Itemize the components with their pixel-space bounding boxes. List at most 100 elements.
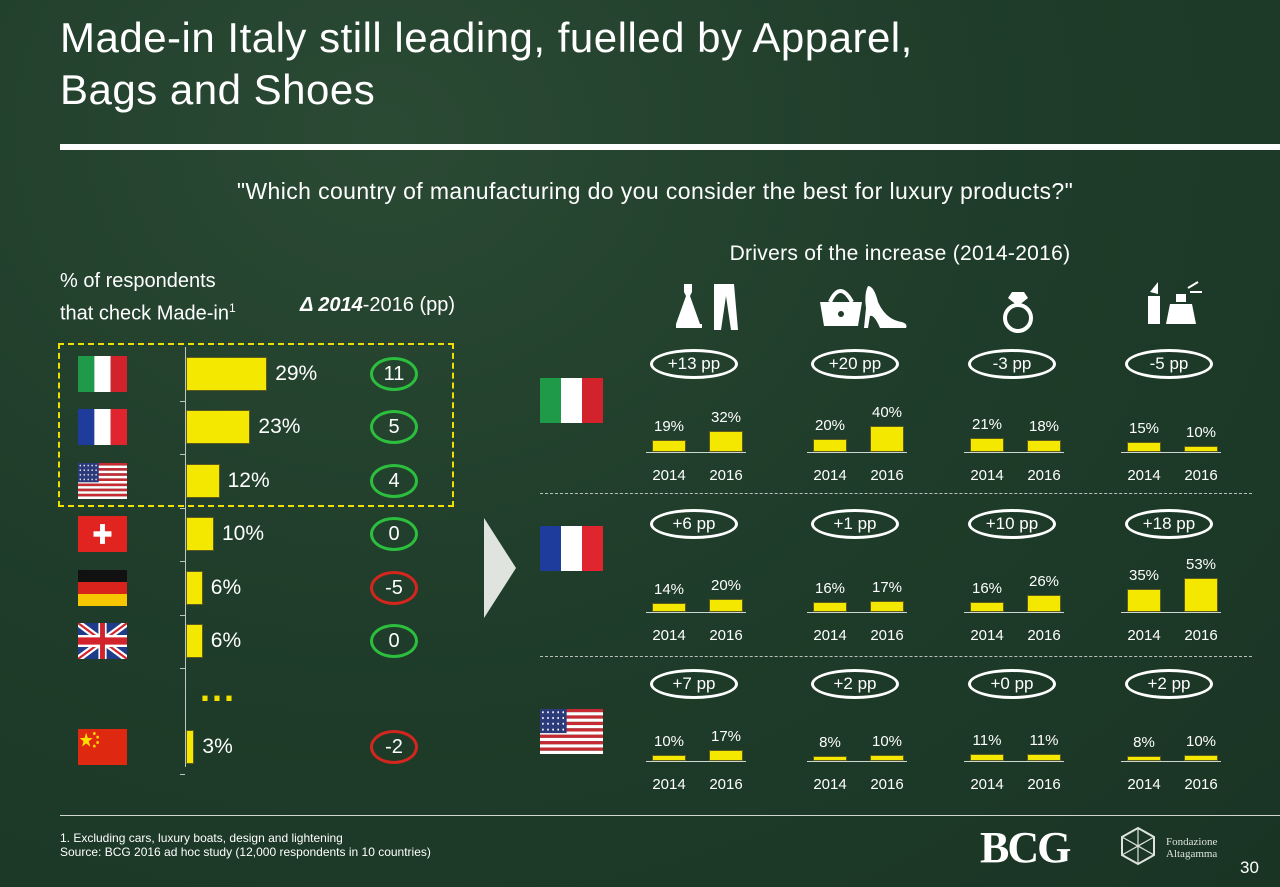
axis-tick <box>180 401 185 402</box>
change-badge: +20 pp <box>811 349 899 379</box>
top-three-highlight-box <box>58 343 454 507</box>
bar-value-label: 21% <box>971 416 1003 434</box>
delta-label-italic: Δ 2014 <box>300 294 363 316</box>
bar-value-label: 18% <box>1028 418 1060 436</box>
bar-value-label: 19% <box>653 417 685 435</box>
bar-switzerland <box>186 517 214 551</box>
bcg-logo: BCG <box>980 823 1071 872</box>
bar-2014 <box>1127 589 1161 612</box>
year-label: 2016 <box>1027 467 1061 484</box>
altagamma-text: Altagamma <box>1166 848 1218 860</box>
year-label: 2016 <box>870 627 904 644</box>
bar-2016 <box>709 599 743 612</box>
fondazione-text: Fondazione <box>1166 836 1218 848</box>
bar-value-label: 15% <box>1128 420 1160 438</box>
bar-value-label: 20% <box>814 417 846 434</box>
delta-badge-uk: 0 <box>370 624 418 658</box>
flag-usa-drivers <box>540 709 603 754</box>
baseline <box>964 612 1064 613</box>
baseline <box>1121 761 1221 762</box>
bar-value-label: 6% <box>210 629 242 652</box>
bar-value-label: 40% <box>871 404 903 421</box>
year-label: 2014 <box>652 467 686 484</box>
year-label: 2016 <box>1027 776 1061 793</box>
bar-2016 <box>1027 440 1061 452</box>
delta-label: Δ 2014-2016 (pp) <box>300 294 455 317</box>
respondents-label-line-1: % of respondents <box>60 270 216 292</box>
bar-2016 <box>870 754 904 761</box>
bar-2016 <box>870 426 904 452</box>
year-label: 2014 <box>1127 627 1161 644</box>
bar-2014 <box>1127 755 1161 761</box>
baseline <box>964 452 1064 453</box>
bar-2016 <box>870 600 904 612</box>
change-badge: +7 pp <box>650 669 738 699</box>
survey-question: "Which country of manufacturing do you c… <box>236 178 1074 204</box>
page-title: Made-in Italy still leading, fuelled by … <box>60 12 1160 116</box>
bar-value-label: 20% <box>710 577 742 594</box>
bar-france <box>186 410 251 444</box>
year-label: 2014 <box>652 627 686 644</box>
bar-value-label: 10% <box>222 522 265 545</box>
chevron-right-icon <box>484 518 516 618</box>
change-badge: +10 pp <box>968 509 1056 539</box>
delta-badge-germany: -5 <box>370 571 418 605</box>
bar-2016 <box>1184 577 1218 612</box>
year-label: 2016 <box>870 467 904 484</box>
page-number: 30 <box>1240 858 1259 877</box>
change-badge: -5 pp <box>1125 349 1213 379</box>
bar-2014 <box>970 753 1004 761</box>
flag-switzerland <box>78 516 127 552</box>
year-label: 2016 <box>709 776 743 793</box>
bar-value-label: 10% <box>871 732 903 750</box>
left-chart-axis <box>185 347 186 767</box>
year-label: 2014 <box>652 776 686 793</box>
bar-2014 <box>652 754 686 761</box>
year-label: 2014 <box>1127 776 1161 793</box>
flag-china <box>78 729 127 765</box>
bar-2014 <box>1127 442 1161 452</box>
baseline <box>646 452 746 453</box>
baseline <box>807 612 907 613</box>
flag-france-drivers <box>540 526 603 571</box>
bar-value-label: 16% <box>814 579 846 597</box>
dress-trousers-icon <box>676 284 738 330</box>
bar-uk <box>186 624 203 658</box>
bar-value-label: 17% <box>871 578 903 596</box>
delta-badge-france: 5 <box>370 410 418 444</box>
delta-badge-china: -2 <box>370 730 418 764</box>
row-separator-1 <box>540 493 1252 494</box>
baseline <box>807 761 907 762</box>
year-label: 2014 <box>813 627 847 644</box>
change-badge: +2 pp <box>811 669 899 699</box>
bar-2016 <box>1184 445 1218 452</box>
bar-value-label: 11% <box>1029 731 1059 749</box>
baseline <box>646 612 746 613</box>
respondents-label: % of respondents that check Made-in1 <box>60 268 236 328</box>
bar-value-label: 29% <box>275 362 318 385</box>
bar-2016 <box>1027 753 1061 761</box>
change-badge: +2 pp <box>1125 669 1213 699</box>
bar-value-label: 3% <box>202 735 233 758</box>
flag-italy <box>78 356 127 392</box>
bar-2014 <box>652 602 686 612</box>
delta-label-rest: -2016 (pp) <box>362 294 456 316</box>
more-countries-ellipsis: ... <box>200 668 237 709</box>
footnote-block: 1. Excluding cars, luxury boats, design … <box>60 831 431 859</box>
year-label: 2016 <box>1184 467 1218 484</box>
flag-italy-drivers <box>540 378 603 423</box>
bar-2016 <box>1027 595 1061 612</box>
change-badge: -3 pp <box>968 349 1056 379</box>
bar-value-label: 10% <box>653 732 685 750</box>
bar-value-label: 11% <box>972 731 1002 749</box>
axis-tick <box>180 668 185 669</box>
handbag-heel-icon <box>820 286 907 328</box>
year-label: 2016 <box>1027 627 1061 644</box>
bar-value-label: 12% <box>227 469 270 492</box>
year-label: 2014 <box>970 776 1004 793</box>
bar-value-label: 10% <box>1185 423 1217 441</box>
title-line-2: Bags and Shoes <box>60 66 376 113</box>
year-label: 2016 <box>1184 776 1218 793</box>
year-label: 2014 <box>813 776 847 793</box>
